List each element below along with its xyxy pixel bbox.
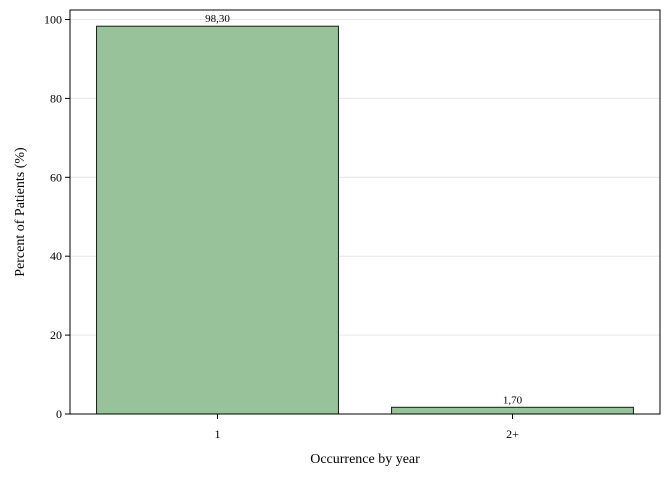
- y-axis-title: Percent of Patients (%): [13, 147, 28, 277]
- y-tick-label: 40: [50, 249, 62, 263]
- x-tick-label: 1: [215, 427, 221, 441]
- data-label-layer: 98,30 1,70: [205, 13, 523, 406]
- bar: [96, 25, 339, 415]
- x-axis-title: Occurrence by year: [310, 452, 420, 467]
- data-label: 98,30: [205, 13, 230, 25]
- bar: [391, 406, 634, 415]
- y-axis: 0 20 40 60 80 100: [44, 13, 70, 421]
- y-tick-label: 20: [50, 328, 62, 342]
- bar-layer: [96, 25, 634, 415]
- y-tick-label: 0: [56, 407, 62, 421]
- plot-frame: [69, 9, 661, 415]
- x-axis: 1 2+: [215, 414, 519, 441]
- data-label: 1,70: [503, 394, 523, 406]
- y-tick-label: 80: [50, 91, 62, 105]
- y-tick-label: 60: [50, 170, 62, 184]
- y-tick-label: 100: [44, 13, 62, 27]
- x-tick-label: 2+: [506, 427, 519, 441]
